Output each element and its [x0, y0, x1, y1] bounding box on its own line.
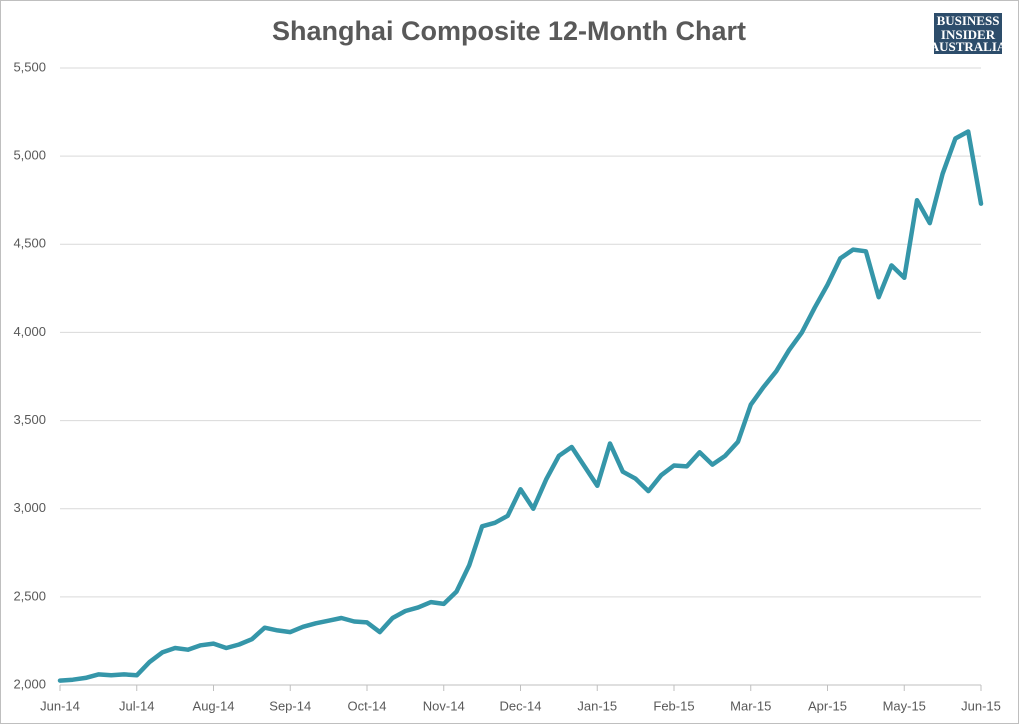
x-tick-label: Jun-15 [961, 698, 1001, 713]
x-tick-label: Mar-15 [730, 698, 771, 713]
price-line [57, 129, 984, 683]
y-tick-label: 4,500 [13, 236, 46, 251]
x-tick-label: Oct-14 [347, 698, 386, 713]
chart-title: Shanghai Composite 12-Month Chart [272, 16, 746, 46]
x-tick-label: Dec-14 [500, 698, 542, 713]
x-tick-label: May-15 [883, 698, 926, 713]
x-tick-label: Jun-14 [40, 698, 80, 713]
x-tick-label: Jan-15 [577, 698, 617, 713]
y-tick-label: 3,000 [13, 500, 46, 515]
y-tick-label: 5,500 [13, 59, 46, 74]
x-tick-label: Jul-14 [119, 698, 154, 713]
logo-text: AUSTRALIA [930, 39, 1007, 54]
logo-text: INSIDER [941, 27, 996, 42]
logo-box [934, 13, 1002, 54]
y-tick-label: 2,000 [13, 676, 46, 691]
x-tick-label: Nov-14 [423, 698, 465, 713]
x-tick-label: Feb-15 [653, 698, 694, 713]
y-tick-label: 2,500 [13, 588, 46, 603]
x-tick-label: Aug-14 [193, 698, 235, 713]
x-tick-label: Sep-14 [269, 698, 311, 713]
y-tick-label: 4,000 [13, 324, 46, 339]
logo-text: BUSINESS [937, 13, 1000, 28]
x-tick-label: Apr-15 [808, 698, 847, 713]
y-tick-label: 3,500 [13, 412, 46, 427]
y-tick-label: 5,000 [13, 148, 46, 163]
